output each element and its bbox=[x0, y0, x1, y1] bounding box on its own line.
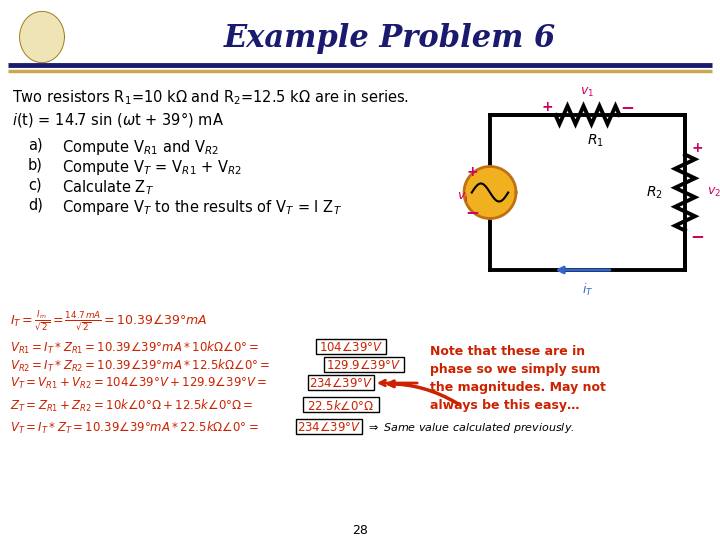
Text: 28: 28 bbox=[352, 523, 368, 537]
Bar bbox=[308, 375, 374, 390]
Text: Compare V$_T$ to the results of V$_T$ = I Z$_T$: Compare V$_T$ to the results of V$_T$ = … bbox=[62, 198, 342, 217]
Text: $v_{\rm i}$: $v_{\rm i}$ bbox=[457, 191, 468, 204]
Text: −: − bbox=[690, 227, 704, 246]
Text: −: − bbox=[465, 204, 479, 221]
Text: $i_T$: $i_T$ bbox=[582, 282, 593, 298]
Text: a): a) bbox=[28, 138, 42, 153]
Text: $V_T = V_{R1}+V_{R2} = 104\angle 39°V + 129.9\angle 39°V =$: $V_T = V_{R1}+V_{R2} = 104\angle 39°V + … bbox=[10, 376, 267, 391]
Polygon shape bbox=[19, 11, 64, 63]
Bar bbox=[324, 357, 404, 372]
Polygon shape bbox=[464, 166, 516, 219]
Text: $V_{R1} = I_T * Z_{R1} = 10.39\angle 39°mA*10k\Omega\angle 0° =$: $V_{R1} = I_T * Z_{R1} = 10.39\angle 39°… bbox=[10, 340, 259, 356]
Text: $104\angle 39°V$: $104\angle 39°V$ bbox=[319, 341, 383, 354]
Text: Two resistors R$_1$=10 k$\Omega$ and R$_2$=12.5 k$\Omega$ are in series.: Two resistors R$_1$=10 k$\Omega$ and R$_… bbox=[12, 88, 409, 107]
Text: +: + bbox=[691, 141, 703, 156]
Text: $V_T = I_T * Z_T = 10.39\angle 39°mA * 22.5k\Omega\angle 0° =$: $V_T = I_T * Z_T = 10.39\angle 39°mA * 2… bbox=[10, 420, 258, 436]
Text: $I_T = \frac{I_m}{\sqrt{2}} = \frac{14.7\,mA}{\sqrt{2}} = 10.39\angle 39°mA$: $I_T = \frac{I_m}{\sqrt{2}} = \frac{14.7… bbox=[10, 308, 207, 333]
Text: $v_1$: $v_1$ bbox=[580, 86, 595, 99]
Text: +: + bbox=[541, 100, 553, 114]
Text: Compute V$_{R1}$ and V$_{R2}$: Compute V$_{R1}$ and V$_{R2}$ bbox=[62, 138, 219, 157]
Text: Compute V$_T$ = V$_{R1}$ + V$_{R2}$: Compute V$_T$ = V$_{R1}$ + V$_{R2}$ bbox=[62, 158, 242, 177]
Text: b): b) bbox=[28, 158, 43, 173]
Text: $234\angle 39°V$: $234\angle 39°V$ bbox=[309, 377, 373, 390]
Bar bbox=[303, 397, 379, 412]
Text: −: − bbox=[621, 98, 634, 116]
Bar bbox=[296, 419, 362, 434]
Text: $Z_T = Z_{R1}+Z_{R2} = 10k\angle 0°\Omega + 12.5k\angle 0°\Omega =$: $Z_T = Z_{R1}+Z_{R2} = 10k\angle 0°\Omeg… bbox=[10, 398, 253, 414]
Text: $V_{R2} = I_T * Z_{R2} = 10.39\angle 39°mA*12.5k\Omega\angle 0° =$: $V_{R2} = I_T * Z_{R2} = 10.39\angle 39°… bbox=[10, 358, 271, 374]
Text: $129.9\angle 39°V$: $129.9\angle 39°V$ bbox=[326, 359, 402, 372]
Text: Note that these are in
phase so we simply sum
the magnitudes. May not
always be : Note that these are in phase so we simpl… bbox=[430, 345, 606, 412]
Text: $i$(t) = 14.7 sin ($\omega$t + 39°) mA: $i$(t) = 14.7 sin ($\omega$t + 39°) mA bbox=[12, 110, 224, 129]
Text: $R_2$: $R_2$ bbox=[646, 184, 663, 201]
Text: $v_2$: $v_2$ bbox=[707, 186, 720, 199]
Text: Example Problem 6: Example Problem 6 bbox=[224, 23, 556, 53]
Text: c): c) bbox=[28, 178, 42, 193]
Text: d): d) bbox=[28, 198, 43, 213]
Text: $R_1$: $R_1$ bbox=[587, 133, 604, 150]
Text: +: + bbox=[466, 165, 478, 179]
Text: $\Rightarrow$ Same value calculated previously.: $\Rightarrow$ Same value calculated prev… bbox=[366, 421, 575, 435]
Text: Calculate Z$_T$: Calculate Z$_T$ bbox=[62, 178, 154, 197]
Bar bbox=[316, 339, 386, 354]
Text: $22.5k\angle 0°\Omega$: $22.5k\angle 0°\Omega$ bbox=[307, 399, 374, 413]
Text: $234\angle 39°V$: $234\angle 39°V$ bbox=[297, 421, 361, 434]
